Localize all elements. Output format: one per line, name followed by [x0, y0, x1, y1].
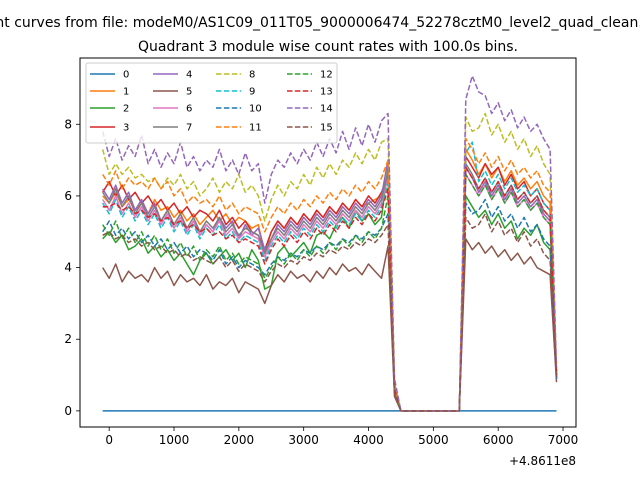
series-line-8: [101, 112, 558, 412]
legend-label-13: 13: [320, 87, 333, 98]
legend-label-11: 11: [249, 123, 262, 134]
series-line-4: [102, 159, 558, 412]
series-line-12: [102, 173, 558, 412]
x-axis: 0 1000 2000 3000 4000 5000 6000 7000: [105, 427, 578, 447]
legend-label-3: 3: [123, 123, 129, 134]
series-line-2: [102, 166, 558, 412]
legend-label-9: 9: [249, 87, 255, 98]
series-line-10: [102, 198, 558, 412]
x-tick-label: 0: [105, 433, 113, 447]
series-line-6: [102, 173, 558, 412]
legend-label-2: 2: [123, 104, 129, 115]
legend-label-14: 14: [320, 104, 333, 115]
legend-label-1: 1: [123, 87, 129, 98]
series-line-5: [102, 238, 558, 412]
series-line-15: [102, 213, 558, 412]
y-tick-label: 0: [64, 404, 72, 418]
y-axis: 0 2 4 6 8: [64, 117, 80, 418]
series-line-13: [102, 166, 558, 412]
series-layer: [101, 75, 558, 412]
x-tick-label: 5000: [418, 433, 449, 447]
x-offset-label: +4.8611e8: [509, 454, 576, 468]
y-tick-label: 2: [64, 332, 72, 346]
x-tick-label: 3000: [288, 433, 319, 447]
figure-suptitle: Light curves from file: modeM0/AS1C09_01…: [0, 15, 640, 31]
x-tick-label: 4000: [353, 433, 384, 447]
x-tick-label: 7000: [548, 433, 579, 447]
legend-label-5: 5: [186, 87, 192, 98]
legend-label-12: 12: [320, 70, 333, 81]
x-tick-label: 1000: [159, 433, 190, 447]
legend-label-10: 10: [249, 104, 262, 115]
series-line-11: [102, 137, 558, 412]
legend-label-7: 7: [186, 123, 192, 134]
legend-label-15: 15: [320, 123, 333, 134]
y-tick-label: 6: [64, 189, 72, 203]
legend-label-8: 8: [249, 70, 255, 81]
y-tick-label: 4: [64, 261, 72, 275]
legend-label-6: 6: [186, 104, 192, 115]
legend-label-0: 0: [123, 70, 129, 81]
x-tick-label: 6000: [483, 433, 514, 447]
series-line-7: [102, 162, 558, 412]
chart-title: Quadrant 3 module wise count rates with …: [138, 39, 518, 55]
legend-label-4: 4: [186, 70, 192, 81]
x-tick-label: 2000: [224, 433, 255, 447]
plot-frame: [79, 57, 577, 428]
series-line-3: [102, 155, 558, 412]
y-tick-label: 8: [64, 117, 72, 131]
series-line-9: [102, 141, 558, 412]
legend-box: [85, 62, 338, 144]
